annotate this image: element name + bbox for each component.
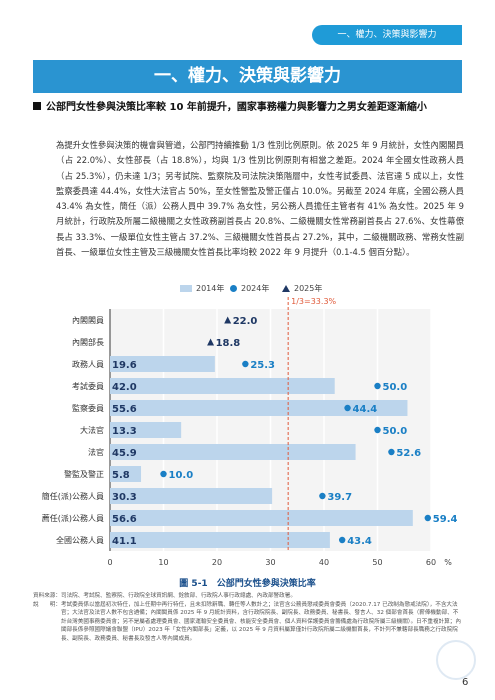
source-label: 資料來源： (33, 593, 61, 599)
reference-line-label: 1/3=33.3% (291, 297, 336, 306)
decorative-circle (436, 640, 476, 680)
bar-2014 (110, 378, 335, 394)
dot-value-label: 52.6 (396, 448, 421, 459)
bar-2014 (110, 356, 215, 372)
category-label: 法官 (88, 447, 104, 457)
dot-value-label: 43.4 (347, 536, 372, 547)
dot-2024 (374, 382, 381, 390)
bar-value-label: 5.8 (112, 470, 130, 481)
category-label: 內閣部長 (72, 337, 104, 347)
bar-value-label: 42.0 (112, 382, 137, 393)
x-tick-label: 30 (265, 558, 275, 567)
legend-item-2014: 2014年 (180, 283, 224, 294)
dot-2024 (374, 426, 381, 434)
category-label: 內閣閣員 (72, 316, 104, 325)
triangle-value-label: 22.0 (233, 316, 258, 327)
bar-value-label: 55.6 (112, 404, 137, 415)
subsection-title-text: 公部門女性參與決策比率較 10 年前提升，國家事務權力與影響力之男女差距逐漸縮小 (46, 102, 427, 113)
dot-value-label: 25.3 (250, 360, 275, 371)
legend-triangle-swatch (282, 285, 290, 292)
legend-label-2014: 2014年 (196, 284, 225, 293)
bar-2014 (110, 444, 356, 460)
dot-value-label: 59.4 (433, 514, 458, 525)
x-tick-label: 40 (319, 558, 329, 567)
legend-label-2024: 2024年 (241, 284, 270, 293)
category-label: 警監及警正 (64, 469, 104, 479)
dot-value-label: 39.7 (327, 492, 352, 503)
x-tick-label: 10 (158, 558, 168, 567)
source-note: 資料來源： 司法院、考試院、監察院、行政院全球資訊網、銓敘部、行政院人事行政總處… (33, 592, 463, 601)
subsection-title: 公部門女性參與決策比率較 10 年前提升，國家事務權力與影響力之男女差距逐漸縮小 (33, 100, 462, 115)
chapter-tab: 一、權力、決策與影響力 (312, 25, 462, 45)
body-paragraph: 為提升女性參與決策的機會與管道，公部門持續推動 1/3 性別比例原則。依 202… (56, 140, 464, 258)
dot-2024 (338, 536, 346, 544)
bar-2014 (110, 510, 413, 526)
women-decision-chart: 0 10 20 30 40 50 60 % 內閣閣員 22.0 內閣部長 18.8 政務人員 19.6 25… (42, 297, 458, 567)
remark-note: 說 明： 考試委員係以當屆初次特任，加上任期中再行特任，且未扣除辭職、轉任等人數… (33, 601, 463, 644)
bar-2014 (110, 488, 273, 504)
dot-value-label: 10.0 (169, 470, 194, 481)
remark-label: 說 明： (33, 601, 61, 608)
category-label: 大法官 (80, 425, 104, 435)
category-label: 考試委員 (72, 381, 104, 391)
bar-value-label: 30.3 (112, 492, 137, 503)
bar-2014 (110, 532, 330, 548)
dot-2024 (319, 492, 326, 500)
x-tick-label: 50 (372, 558, 382, 567)
category-label: 薦任(派)公務人員 (42, 513, 104, 523)
x-tick-label: 60 (426, 558, 436, 567)
bar-2014 (110, 466, 142, 482)
remark-text: 考試委員係以當屆初次特任，加上任期中再行特任，且未扣除辭職、轉任等人數計之；法官… (60, 601, 461, 642)
dot-value-label: 50.0 (383, 426, 408, 437)
legend-label-2025: 2025年 (294, 284, 323, 293)
source-text: 司法院、考試院、監察院、行政院全球資訊網、銓敘部、行政院人事行政總處、內政部警政… (60, 593, 296, 599)
x-tick-label: 0 (107, 558, 112, 567)
bar-value-label: 45.9 (112, 448, 137, 459)
dot-2024 (160, 470, 167, 478)
x-unit-label: % (444, 558, 452, 567)
triangle-2025 (207, 338, 215, 346)
dot-value-label: 50.0 (383, 382, 408, 393)
category-label: 監察委員 (72, 403, 104, 413)
figure-caption: 圖 5-1 公部門女性參與決策比率 (179, 579, 316, 589)
bar-value-label: 56.6 (112, 514, 137, 525)
bar-value-label: 41.1 (112, 536, 137, 547)
category-label: 全國公務人員 (56, 535, 104, 545)
triangle-value-label: 18.8 (216, 338, 241, 349)
dot-value-label: 44.4 (353, 404, 378, 415)
page-number: 6 (462, 677, 469, 688)
dot-2024 (388, 448, 395, 456)
dot-2024 (344, 404, 351, 412)
x-tick-label: 20 (212, 558, 222, 567)
bar-2014 (110, 400, 408, 416)
chart-notes: 資料來源： 司法院、考試院、監察院、行政院全球資訊網、銓敘部、行政院人事行政總處… (33, 592, 463, 644)
legend-bar-swatch (180, 285, 192, 292)
category-label: 簡任(派)公務人員 (42, 491, 104, 501)
bar-value-label: 19.6 (112, 360, 137, 371)
bar-2014 (110, 422, 182, 438)
bar-value-label: 13.3 (112, 426, 137, 437)
section-heading: 一、權力、決策與影響力 (33, 60, 462, 93)
chart-legend: 2014年 2024年 2025年 (0, 283, 495, 295)
dot-2024 (242, 360, 249, 368)
triangle-2025 (224, 316, 232, 324)
legend-item-2025: 2025年 (282, 283, 322, 294)
legend-item-2024: 2024年 (230, 283, 269, 294)
legend-dot-swatch (230, 285, 237, 292)
square-bullet-icon (33, 102, 41, 110)
dot-2024 (424, 514, 431, 522)
category-label: 政務人員 (72, 359, 104, 369)
